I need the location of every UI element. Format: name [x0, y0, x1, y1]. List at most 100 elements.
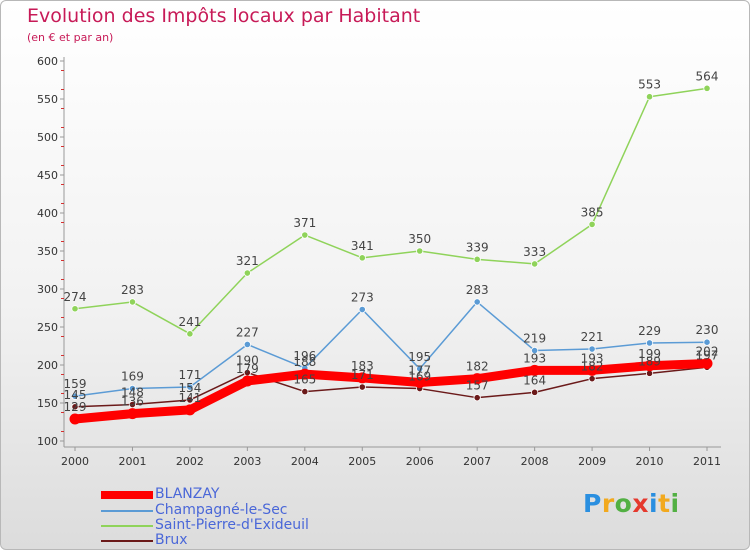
data-point-2-1	[128, 298, 137, 306]
data-point-1-3	[243, 340, 251, 349]
data-point-0-1	[126, 408, 138, 420]
data-label-1-1: 169	[121, 370, 144, 384]
data-point-0-5	[356, 372, 368, 384]
data-label-1-8: 219	[523, 332, 546, 346]
chart-subtitle: (en € et par an)	[27, 31, 114, 44]
data-point-0-9	[586, 364, 598, 376]
data-label-0-8: 193	[523, 351, 546, 365]
data-point-0-11	[701, 357, 713, 369]
data-label-2-11: 564	[696, 69, 719, 83]
data-label-0-3: 179	[236, 362, 259, 376]
data-point-3-7	[473, 394, 481, 402]
x-tick-label: 2002	[176, 455, 204, 468]
data-point-0-4	[299, 368, 311, 380]
data-label-2-4: 371	[293, 216, 316, 230]
data-point-3-8	[531, 388, 539, 396]
data-point-2-4	[301, 231, 309, 239]
data-label-3-5: 171	[351, 368, 374, 382]
data-label-2-7: 339	[466, 240, 489, 254]
data-label-0-10: 199	[638, 347, 661, 361]
data-label-3-8: 164	[523, 373, 546, 387]
data-point-2-11	[703, 84, 711, 92]
y-tick-label: 500	[37, 131, 58, 144]
y-tick-label: 100	[37, 435, 58, 448]
data-point-2-3	[243, 269, 251, 277]
data-point-2-8	[531, 260, 539, 268]
data-label-3-3: 190	[236, 354, 259, 368]
data-point-3-1	[128, 400, 137, 409]
data-label-2-5: 341	[351, 239, 374, 253]
data-label-0-9: 193	[581, 351, 604, 365]
data-point-0-3	[241, 375, 253, 387]
data-label-1-7: 283	[466, 283, 489, 297]
x-tick-label: 2003	[233, 455, 261, 468]
series-line-2	[74, 87, 708, 335]
x-tick-label: 2004	[291, 455, 319, 468]
data-label-0-2: 141	[178, 391, 201, 405]
legend-label-brux: Brux	[155, 532, 188, 548]
data-label-1-0: 159	[64, 377, 87, 391]
data-point-2-6	[416, 247, 424, 255]
y-tick-label: 600	[37, 55, 58, 68]
x-tick-label: 2001	[118, 455, 146, 468]
data-label-3-11: 197	[696, 348, 719, 362]
data-label-3-7: 157	[466, 379, 489, 393]
data-point-1-10	[645, 339, 654, 347]
data-point-1-7	[473, 298, 481, 306]
data-point-3-2	[186, 396, 194, 404]
series-line-3	[74, 366, 708, 408]
y-tick-label: 250	[37, 321, 58, 334]
y-tick-label: 350	[37, 245, 58, 258]
x-tick-label: 2006	[406, 455, 434, 468]
data-point-0-0	[69, 413, 81, 425]
data-label-1-6: 195	[408, 350, 431, 364]
data-point-2-9	[588, 220, 596, 228]
data-label-2-2: 241	[178, 315, 201, 329]
data-label-2-6: 350	[408, 232, 431, 246]
legend-swatch-brux	[101, 540, 153, 542]
data-label-3-4: 165	[293, 373, 316, 387]
data-point-0-6	[414, 376, 426, 388]
y-tick-label: 550	[37, 93, 58, 106]
data-label-0-1: 136	[121, 395, 144, 409]
y-tick-label: 150	[37, 397, 58, 410]
data-label-0-7: 182	[466, 360, 489, 374]
proxiti-logo: Proxiti	[583, 489, 680, 518]
data-label-1-9: 221	[581, 330, 604, 344]
data-label-2-10: 553	[638, 78, 661, 92]
axes: 100 150 200 250 300 350 400 450 500 550 600 2000 200…	[37, 55, 721, 468]
y-tick-label: 300	[37, 283, 58, 296]
data-point-0-10	[644, 360, 656, 372]
legend-swatch-saint-pierre	[101, 525, 153, 527]
data-point-1-6	[416, 365, 424, 373]
data-label-1-4: 196	[293, 349, 316, 363]
data-label-1-3: 227	[236, 325, 259, 339]
series-lines	[70, 87, 712, 424]
data-label-2-8: 333	[523, 245, 546, 259]
x-tick-label: 2011	[693, 455, 721, 468]
data-label-0-6: 177	[408, 363, 431, 377]
series-line-1	[74, 301, 708, 397]
y-tick-label: 450	[37, 169, 58, 182]
data-label-0-0: 129	[64, 400, 87, 414]
x-tick-label: 2008	[521, 455, 549, 468]
data-point-1-1	[128, 384, 137, 393]
legend-label-blanzay: BLANZAY	[155, 486, 220, 502]
data-label-0-4: 188	[293, 355, 316, 369]
data-point-3-9	[588, 375, 596, 383]
data-point-3-4	[301, 387, 309, 396]
y-tick-label: 200	[37, 359, 58, 372]
data-label-3-1: 148	[121, 386, 144, 400]
data-point-2-5	[358, 254, 366, 262]
x-tick-label: 2000	[61, 455, 89, 468]
data-point-2-0	[71, 305, 79, 313]
data-label-3-0: 145	[64, 388, 87, 402]
data-label-1-10: 229	[638, 324, 661, 338]
x-tick-label: 2010	[636, 455, 664, 468]
data-label-0-5: 183	[351, 359, 374, 373]
data-point-3-0	[71, 403, 79, 411]
y-tick-label: 400	[37, 207, 58, 220]
